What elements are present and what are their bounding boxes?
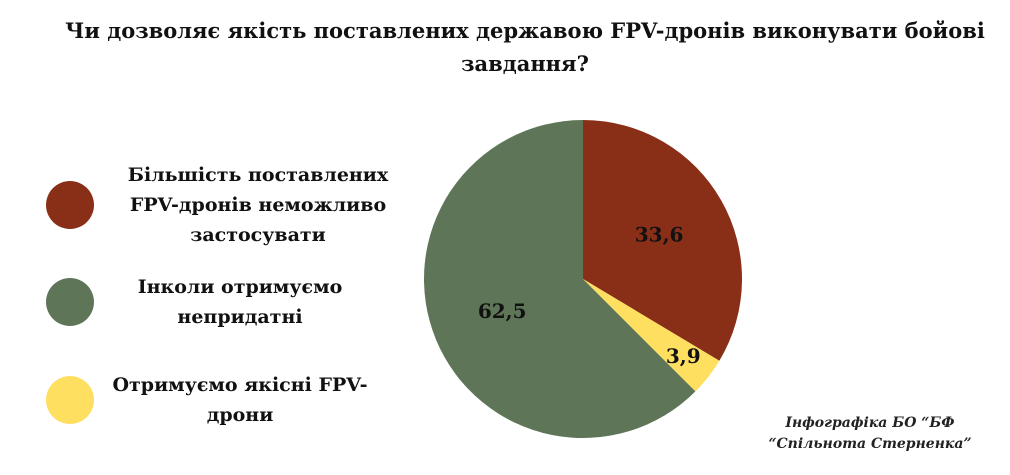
- legend-label: Отримуємо якісні FPV-дрони: [112, 374, 368, 426]
- pie-slice: [583, 279, 720, 392]
- pie-slice: [583, 120, 742, 361]
- legend-swatch: [46, 278, 94, 326]
- pie-slice: [423, 120, 696, 439]
- annotation: Інфографіка БО “БФ “Спільнота Стерненка”: [768, 415, 972, 452]
- chart-title: Чи дозволяє якість поставлених державою …: [65, 18, 985, 76]
- legend-label: Інколи отримуємо непридатні: [137, 276, 343, 328]
- data-label: 62,5: [478, 299, 527, 323]
- legend-swatch: [46, 181, 94, 229]
- data-label: 3,9: [666, 344, 701, 368]
- legend-label: Більшість поставлених FPV-дронів неможли…: [127, 164, 389, 246]
- data-label: 33,6: [635, 222, 684, 246]
- legend-swatch: [46, 376, 94, 424]
